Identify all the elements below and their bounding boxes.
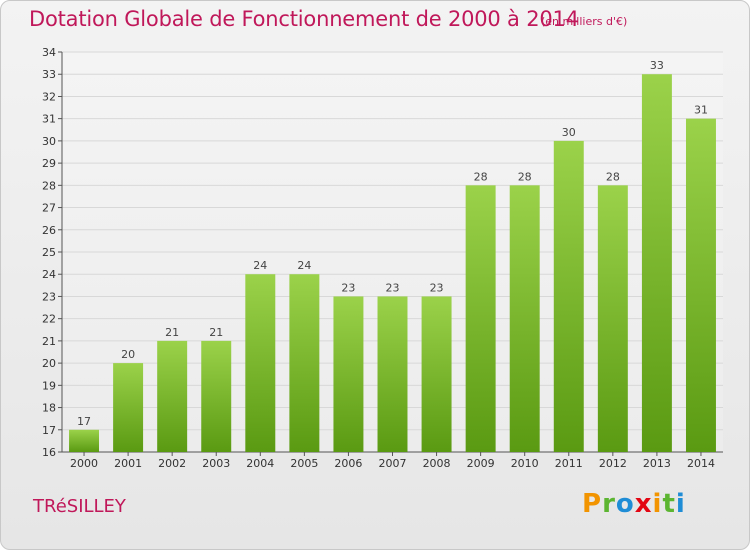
y-tick-label: 19 [42, 379, 56, 392]
x-tick-label: 2000 [70, 457, 98, 470]
y-tick-label: 25 [42, 246, 56, 259]
bar-value-label: 28 [474, 170, 488, 183]
x-tick-label: 2003 [202, 457, 230, 470]
x-tick-label: 2004 [246, 457, 274, 470]
bar-value-label: 24 [297, 259, 311, 272]
bar-value-label: 33 [650, 59, 664, 72]
logo-letter: i [675, 489, 686, 519]
y-tick-label: 33 [42, 68, 56, 81]
y-tick-label: 18 [42, 402, 56, 415]
x-tick-label: 2013 [643, 457, 671, 470]
bar-value-label: 28 [606, 170, 620, 183]
y-tick-label: 34 [42, 46, 56, 59]
x-tick-label: 2008 [423, 457, 451, 470]
bar-value-label: 21 [165, 326, 179, 339]
x-tick-label: 2009 [467, 457, 495, 470]
logo-letter: i [652, 489, 663, 519]
bar [201, 340, 232, 452]
bar [509, 185, 540, 453]
bar [597, 185, 628, 453]
bar [465, 185, 496, 453]
x-tick-label: 2002 [158, 457, 186, 470]
bar [113, 363, 144, 452]
y-tick-label: 30 [42, 135, 56, 148]
bar [157, 340, 188, 452]
bar [421, 296, 452, 452]
logo-letter: x [634, 489, 653, 519]
bar [245, 274, 276, 452]
y-tick-label: 26 [42, 224, 56, 237]
bar-value-label: 17 [77, 415, 91, 428]
x-tick-label: 2006 [334, 457, 362, 470]
bar-value-label: 23 [341, 281, 355, 294]
bar-value-label: 23 [430, 281, 444, 294]
bar-value-label: 24 [253, 259, 267, 272]
x-tick-label: 2005 [290, 457, 318, 470]
bar [69, 429, 100, 452]
bar [377, 296, 408, 452]
bar-value-label: 21 [209, 326, 223, 339]
y-tick-label: 27 [42, 202, 56, 215]
x-tick-label: 2007 [379, 457, 407, 470]
town-name: TRéSILLEY [33, 496, 126, 517]
bar [553, 140, 584, 452]
logo-letter: r [602, 489, 616, 519]
bar [333, 296, 364, 452]
y-tick-label: 29 [42, 157, 56, 170]
bar [685, 118, 716, 453]
y-tick-label: 24 [42, 268, 56, 281]
bar-value-label: 23 [386, 281, 400, 294]
plot-area: 16 17 18 19 20 21 22 23 24 25 26 27 28 29 30 31 32 33 34 17… [42, 46, 723, 470]
y-tick-label: 16 [42, 446, 56, 459]
bar-value-label: 31 [694, 104, 708, 117]
x-tick-label: 2010 [511, 457, 539, 470]
y-tick-label: 31 [42, 113, 56, 126]
y-tick-label: 28 [42, 179, 56, 192]
bar-value-label: 20 [121, 348, 135, 361]
x-tick-label: 2012 [599, 457, 627, 470]
y-tick-label: 20 [42, 357, 56, 370]
y-tick-label: 23 [42, 290, 56, 303]
proxiti-logo: Proxiti [582, 489, 686, 519]
chart-subtitle: (en milliers d'€) [541, 15, 628, 28]
bar-value-label: 28 [518, 170, 532, 183]
bar-value-label: 30 [562, 126, 576, 139]
y-tick-label: 22 [42, 313, 56, 326]
y-tick-label: 17 [42, 424, 56, 437]
logo-letter: P [582, 489, 603, 519]
x-tick-label: 2011 [555, 457, 583, 470]
y-tick-label: 32 [42, 90, 56, 103]
bar [289, 274, 320, 452]
x-tick-label: 2001 [114, 457, 142, 470]
chart-title: Dotation Globale de Fonctionnement de 20… [29, 7, 579, 31]
logo-letter: t [662, 489, 676, 519]
y-tick-label: 21 [42, 335, 56, 348]
logo-letter: o [615, 489, 635, 519]
bar [641, 74, 672, 452]
x-tick-label: 2014 [687, 457, 715, 470]
